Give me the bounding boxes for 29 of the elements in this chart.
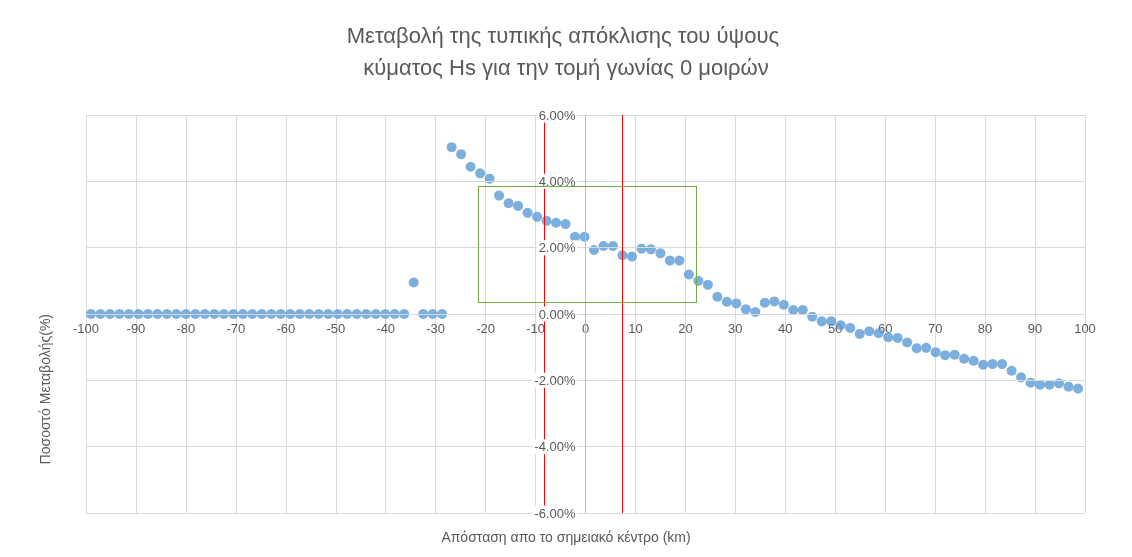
x-tick-label: 20 xyxy=(678,321,693,336)
y-tick-label: 0.00% xyxy=(538,306,576,322)
x-tick-label: -40 xyxy=(376,321,396,336)
x-tick-label: -100 xyxy=(72,321,100,336)
x-tick-label: -80 xyxy=(176,321,196,336)
y-tick-label: -4.00% xyxy=(534,439,576,455)
x-tick-label: -50 xyxy=(326,321,346,336)
y-tick-label: 2.00% xyxy=(538,240,576,256)
x-tick-label: -70 xyxy=(226,321,246,336)
x-axis-title: Απόσταση απο το σημειακό κέντρο (km) xyxy=(441,529,691,545)
x-tick-label: 60 xyxy=(877,321,893,336)
x-tick-label: 100 xyxy=(1074,321,1096,336)
x-tick-label: 10 xyxy=(628,321,643,336)
y-tick-label: 4.00% xyxy=(538,173,576,189)
x-tick-label: 80 xyxy=(977,321,993,336)
x-tick-label: 90 xyxy=(1027,321,1043,336)
chart-title: Μεταβολή της τυπικής απόκλισης του ύψους κύματος Hs για την τομή γωνίας 0 μοιρών xyxy=(346,22,786,80)
x-tick-label: -10 xyxy=(526,321,545,336)
x-tick-label: -20 xyxy=(476,321,495,336)
y-axis-title: Ποσοστό Μεταβολής(%) xyxy=(37,313,53,465)
y-tick-label: -2.00% xyxy=(534,372,576,388)
x-tick-label: 70 xyxy=(927,321,943,336)
x-tick-label: -90 xyxy=(126,321,146,336)
x-tick-label: -60 xyxy=(276,321,296,336)
y-tick-label: 6.00% xyxy=(538,107,576,123)
x-tick-label: -30 xyxy=(426,321,446,336)
y-tick-label: -6.00% xyxy=(534,505,576,521)
x-tick-label: 40 xyxy=(778,321,793,336)
x-tick-label: 30 xyxy=(728,321,743,336)
